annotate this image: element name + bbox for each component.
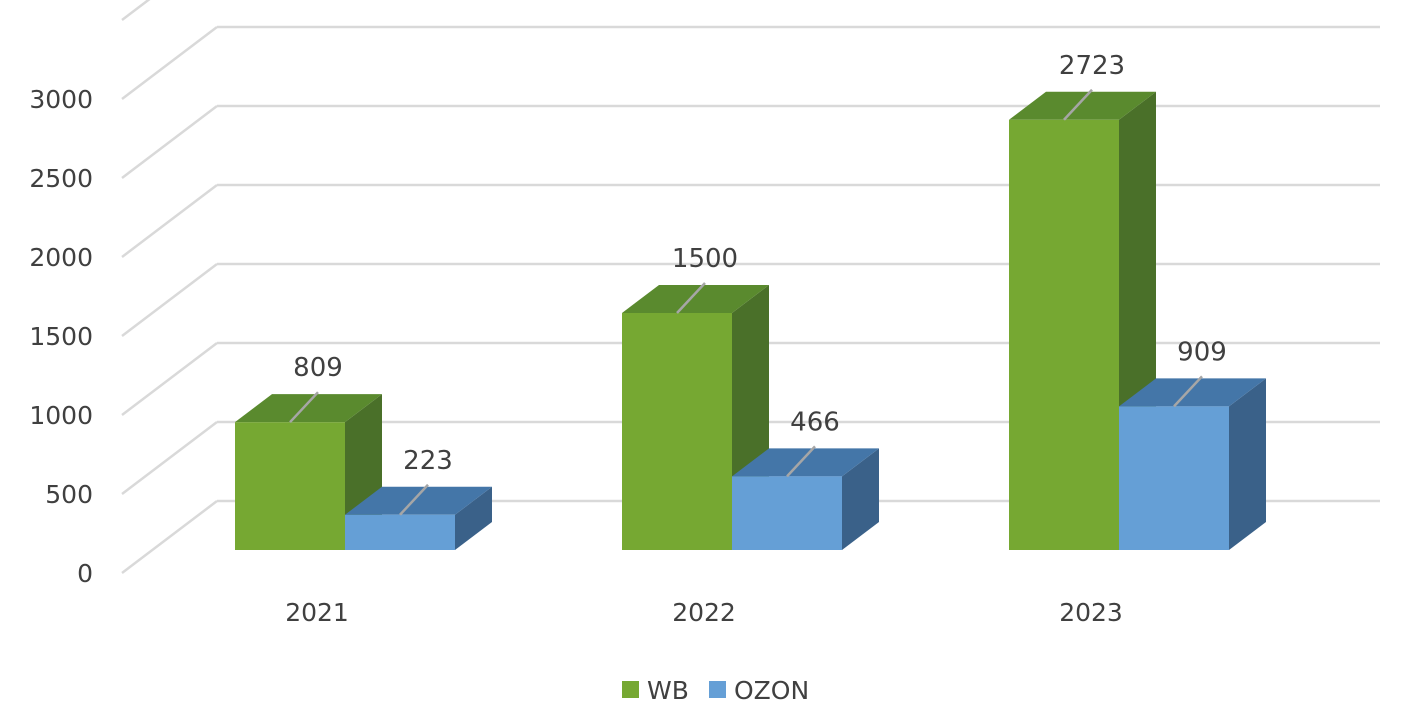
data-label: 466 <box>790 407 840 437</box>
leader-line <box>1173 375 1203 408</box>
gridline-diagonal <box>121 0 151 21</box>
bar-top <box>1009 91 1156 120</box>
bar-side <box>842 448 879 550</box>
bar-front <box>235 422 345 550</box>
legend-swatch <box>709 681 726 698</box>
data-label: 2723 <box>1059 51 1125 81</box>
bar-side <box>455 486 492 550</box>
leader-line <box>289 391 319 424</box>
y-tick-label: 0 <box>77 559 93 588</box>
x-axis-ticks: 2021 2022 2023 <box>285 598 1123 627</box>
gridline-diagonal <box>121 263 218 337</box>
legend-label: OZON <box>734 676 809 705</box>
y-tick-label: 2000 <box>29 243 93 272</box>
bar-front <box>732 476 842 550</box>
leader-line <box>1063 88 1093 121</box>
gridline-diagonal <box>121 105 218 179</box>
bar-top <box>345 486 492 515</box>
bars: 809 223 1500 466 2723 909 <box>235 51 1266 551</box>
bar-wb-2022: 1500 <box>622 244 769 550</box>
bar-wb-2021: 809 <box>235 353 382 550</box>
bar-top <box>235 394 382 423</box>
y-tick-label: 3000 <box>29 85 93 114</box>
gridline-diagonal <box>121 342 218 416</box>
y-tick-label: 1500 <box>29 322 93 351</box>
y-axis-ticks: 0 500 1000 1500 2000 2500 3000 <box>29 85 93 588</box>
gridline-diagonal <box>121 500 218 574</box>
bar-front <box>622 313 732 550</box>
x-tick-label: 2023 <box>1059 598 1123 627</box>
data-label: 223 <box>403 446 453 476</box>
leader-line <box>399 483 429 516</box>
bar-top <box>622 285 769 313</box>
data-label: 809 <box>293 353 343 383</box>
gridline-diagonal <box>121 26 218 100</box>
bar-ozon-2021: 223 <box>345 446 492 550</box>
y-tick-label: 1000 <box>29 401 93 430</box>
legend-swatch <box>622 681 639 698</box>
legend-label: WB <box>647 676 689 705</box>
x-tick-label: 2022 <box>672 598 736 627</box>
gridline-diagonal <box>121 421 218 495</box>
y-tick-label: 500 <box>45 480 93 509</box>
bar-side <box>1229 378 1266 550</box>
data-label: 909 <box>1177 337 1227 367</box>
leader-line <box>786 445 816 478</box>
legend: WB OZON <box>622 676 809 705</box>
bar-front <box>1009 119 1119 551</box>
legend-item-ozon: OZON <box>709 676 809 705</box>
gridline-diagonal <box>121 184 218 258</box>
bar-front <box>345 514 455 550</box>
data-label: 1500 <box>672 244 738 274</box>
bar-top <box>1119 378 1266 407</box>
y-tick-label: 2500 <box>29 164 93 193</box>
leader-line <box>676 282 706 314</box>
legend-item-wb: WB <box>622 676 689 705</box>
bar-ozon-2022: 466 <box>732 407 879 550</box>
bar-front <box>1119 406 1229 550</box>
bar-ozon-2023: 909 <box>1119 337 1266 550</box>
bar-top <box>732 448 879 477</box>
x-tick-label: 2021 <box>285 598 349 627</box>
